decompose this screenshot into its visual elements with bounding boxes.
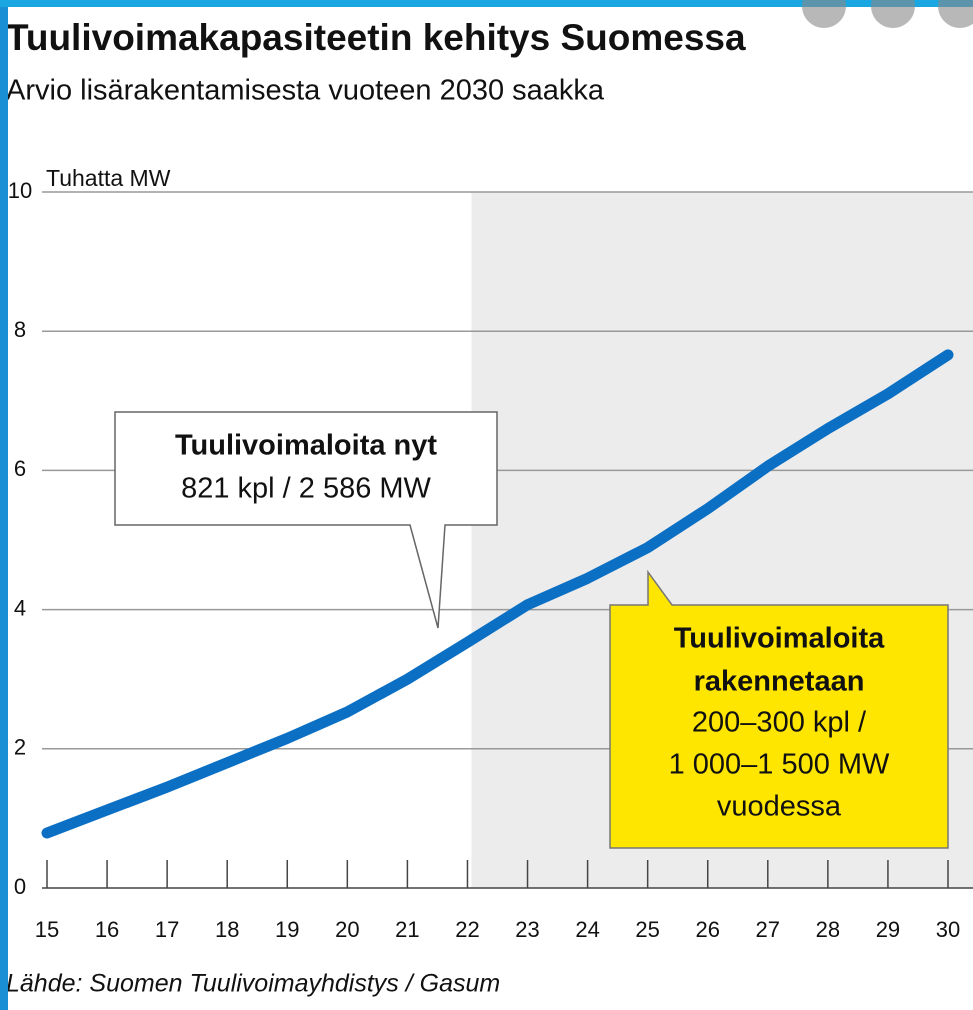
x-tick-label: 24 [575, 917, 599, 942]
x-tick-label: 23 [515, 917, 539, 942]
x-tick-label: 28 [816, 917, 840, 942]
x-tick-label: 15 [35, 917, 59, 942]
y-tick-label: 10 [8, 178, 32, 203]
x-tick-label: 19 [275, 917, 299, 942]
y-axis-label: Tuhatta MW [46, 165, 171, 191]
y-tick-label: 8 [14, 317, 26, 342]
x-tick-label: 21 [395, 917, 419, 942]
chart-subtitle: Arvio lisärakentamisesta vuoteen 2030 sa… [6, 75, 605, 107]
callout-box [609, 569, 949, 849]
chart-title: Tuulivoimakapasiteetin kehitys Suomessa [6, 17, 746, 58]
callout-text: 821 kpl / 2 586 MW [181, 473, 431, 505]
frame-left [0, 0, 8, 1010]
callout-text: 200–300 kpl / [692, 707, 867, 739]
callout-text: rakennetaan [694, 666, 865, 698]
callout-text: vuodessa [717, 791, 842, 823]
frame-top [0, 0, 973, 7]
x-tick-label: 20 [335, 917, 359, 942]
x-tick-label: 29 [876, 917, 900, 942]
y-tick-label: 2 [14, 735, 26, 760]
data-line [41, 349, 954, 839]
x-tick-label: 16 [95, 917, 119, 942]
callout-text: Tuulivoimaloita [674, 623, 885, 655]
x-tick-label: 22 [455, 917, 479, 942]
y-tick-label: 0 [14, 874, 26, 899]
icon-button[interactable] [802, 0, 846, 28]
callout-text: Tuulivoimaloita nyt [175, 430, 437, 462]
callout-box [114, 411, 498, 629]
callout-text: 1 000–1 500 MW [669, 749, 890, 781]
x-tick-label: 27 [756, 917, 780, 942]
icon-button[interactable] [938, 0, 973, 28]
x-tick-label: 17 [155, 917, 179, 942]
x-tick-label: 26 [695, 917, 719, 942]
y-tick-label: 4 [14, 595, 26, 620]
y-tick-label: 6 [14, 456, 26, 481]
source: Lähde: Suomen Tuulivoimayhdistys / Gasum [6, 970, 500, 998]
x-tick-label: 18 [215, 917, 239, 942]
icon-button[interactable] [871, 0, 915, 28]
x-tick-label: 25 [635, 917, 659, 942]
x-tick-label: 30 [936, 917, 960, 942]
